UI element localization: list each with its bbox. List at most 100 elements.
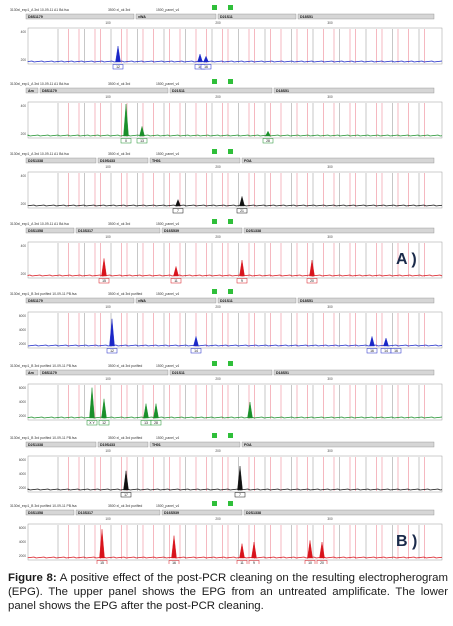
- scale-tick-label: 200: [215, 21, 221, 25]
- marker-range-box: [241, 157, 435, 164]
- scale-tick-label: 100: [105, 517, 111, 521]
- status-indicator-icon: [228, 149, 233, 154]
- peak-label-box: [172, 208, 184, 214]
- marker-label: D2S1338: [28, 443, 43, 447]
- peak-label: 20: [320, 561, 324, 564]
- panel-header-text: 3130xl_exp1_B 3rd purified 10-09-11 PB.f…: [10, 292, 77, 296]
- plot-frame: [27, 311, 443, 349]
- scale-tick-label: 300: [327, 21, 333, 25]
- peak-label: 16: [370, 349, 374, 353]
- scale-tick-label: 300: [327, 517, 333, 521]
- allele-peak: [239, 259, 245, 277]
- y-tick-label: 200: [21, 272, 27, 276]
- scale-tick-label: 200: [215, 95, 221, 99]
- signal-baseline: [27, 556, 443, 559]
- marker-range-box: [25, 441, 97, 448]
- peak-label: 21: [240, 209, 244, 213]
- y-tick-label: 200: [21, 202, 27, 206]
- marker-label: D8S1179: [28, 15, 43, 19]
- marker-label: Am: [28, 89, 34, 93]
- peak-label: 14: [198, 65, 202, 69]
- scale-tick-label: 200: [215, 305, 221, 309]
- peak-label: 13: [140, 139, 144, 143]
- peak-label: 28: [266, 139, 270, 143]
- peak-label: 11: [240, 561, 244, 564]
- peak-label: X: [125, 139, 128, 143]
- peak-label-box: [306, 278, 318, 284]
- marker-range-box: [25, 369, 39, 376]
- scale-tick-label: 300: [327, 377, 333, 381]
- allele-peak: [173, 265, 179, 277]
- marker-label: TH01: [152, 443, 161, 447]
- marker-range-box: [39, 369, 169, 376]
- panel-header-text: 3130xl_exp1_A 3rd 10-09-11 A1 Bd.fsa: [10, 222, 69, 226]
- panel-header-mid: 3500 xl_ok 3rd purified: [108, 504, 142, 508]
- allele-peak: [123, 103, 129, 137]
- allele-peak: [369, 335, 375, 347]
- allele-peak: [239, 195, 245, 207]
- marker-label: TH01: [152, 159, 161, 163]
- scale-tick-label: 300: [327, 305, 333, 309]
- marker-range-box: [97, 157, 149, 164]
- marker-range-box: [149, 157, 241, 164]
- status-indicator-icon: [228, 433, 233, 438]
- marker-label: D16S539: [164, 229, 179, 233]
- allele-peak: [383, 337, 389, 347]
- allele-peak: [101, 398, 107, 419]
- panel-header-text: 3130xl_exp1_B 3rd purified 10-09-11 PB.f…: [10, 364, 77, 368]
- y-tick-label: 4000: [19, 400, 26, 404]
- panel-header-mid2: 1500_panel_v4: [156, 364, 179, 368]
- plot-frame: [27, 241, 443, 279]
- peak-label-box: [236, 208, 248, 214]
- signal-baseline: [27, 416, 443, 419]
- marker-label: D19S433: [100, 159, 115, 163]
- plot-frame: [27, 523, 443, 561]
- panel-header-mid: 3500 xl_ok 3rd purified: [108, 292, 142, 296]
- peak-label: 16: [394, 349, 398, 353]
- y-tick-label: 400: [21, 30, 27, 34]
- marker-label: D3S1358: [28, 229, 43, 233]
- marker-label: D2S1338: [28, 159, 43, 163]
- scale-tick-label: 100: [105, 21, 111, 25]
- allele-peak: [101, 258, 107, 277]
- marker-range-box: [39, 87, 169, 94]
- marker-range-box: [273, 369, 435, 376]
- marker-label: D16S539: [164, 511, 179, 515]
- allele-peak: [203, 55, 209, 63]
- signal-baseline: [27, 60, 443, 63]
- y-tick-label: 6000: [19, 526, 26, 530]
- allele-peak: [143, 403, 149, 419]
- peak-label-box: [120, 138, 132, 144]
- caption-label: Figure 8:: [8, 572, 57, 584]
- marker-label: vWA: [138, 299, 146, 303]
- panel-header-mid2: 1500_panel_v4: [156, 222, 179, 226]
- status-indicator-icon: [228, 361, 233, 366]
- panel-header-mid: 3500 xl_ok 3rd: [108, 222, 130, 226]
- panel-header-mid: 3500 xl_ok 3rd: [108, 8, 130, 12]
- marker-label: Am: [28, 371, 34, 375]
- marker-range-box: [25, 227, 75, 234]
- panel-header-mid2: 1500_panel_v4: [156, 82, 179, 86]
- marker-label: D3S1358: [28, 511, 43, 515]
- peak-label: 7: [177, 209, 179, 213]
- marker-range-box: [273, 87, 435, 94]
- allele-peak: [307, 540, 313, 559]
- marker-range-box: [75, 509, 161, 516]
- panel-header-mid2: 1500_panel_v4: [156, 152, 179, 156]
- allele-peak: [193, 335, 199, 347]
- marker-label: D21S11: [172, 89, 185, 93]
- allele-peak: [175, 199, 181, 207]
- peak-label-box: [96, 560, 108, 564]
- marker-range-box: [161, 509, 243, 516]
- marker-range-box: [97, 441, 149, 448]
- y-tick-label: 2000: [19, 486, 26, 490]
- marker-range-box: [75, 227, 161, 234]
- allele-peak: [153, 403, 159, 419]
- marker-label: D18S51: [300, 299, 313, 303]
- allele-peak: [89, 387, 95, 419]
- peak-label-box: [236, 278, 248, 284]
- marker-label: vWA: [138, 15, 146, 19]
- marker-label: D18S51: [300, 15, 313, 19]
- peak-label-box: [390, 348, 402, 354]
- plot-frame: [27, 27, 443, 65]
